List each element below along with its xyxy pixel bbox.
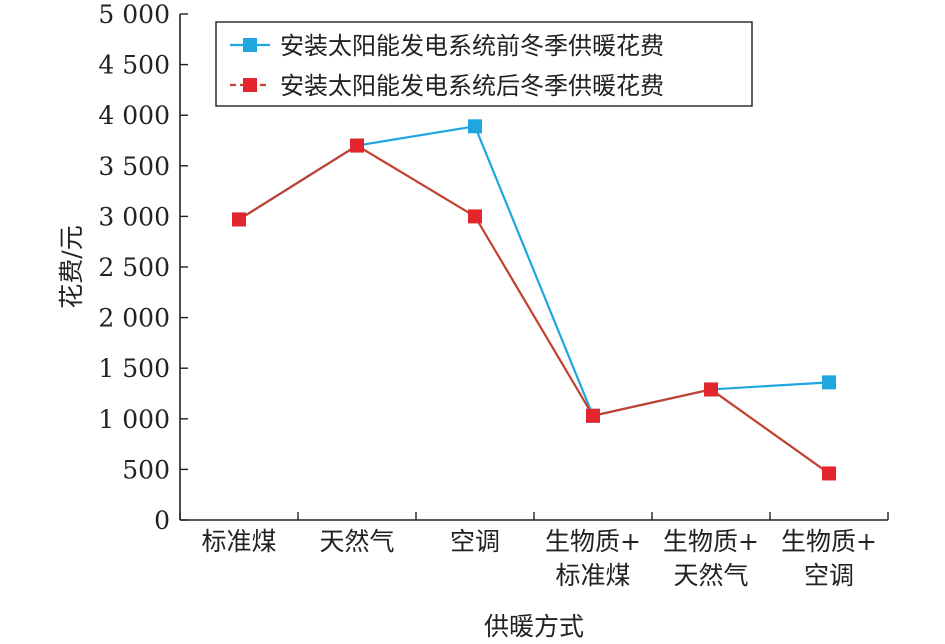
x-tick-label-line: 天然气	[319, 527, 394, 556]
series-2-point	[232, 212, 246, 227]
y-tick-label: 4 500	[98, 51, 170, 80]
legend-label-2: 安装太阳能发电系统后冬季供暖花费	[280, 72, 664, 100]
y-tick-label: 500	[122, 455, 170, 484]
series-layer	[232, 119, 836, 481]
y-tick-label: 0	[154, 506, 170, 535]
y-tick-label: 2 000	[98, 304, 170, 333]
x-axis-title: 供暖方式	[484, 612, 584, 641]
x-tick-label: 生物质+ 天然气	[663, 527, 759, 590]
x-tick-label: 生物质+ 空调	[781, 527, 877, 590]
y-tick-label: 1 000	[98, 405, 170, 434]
series-2-point	[586, 408, 600, 423]
series-2-point	[350, 138, 364, 153]
legend-marker-1	[243, 38, 257, 52]
x-tick-label-line: 空调	[804, 561, 854, 590]
legend-marker-2	[243, 78, 257, 92]
y-tick-label: 5 000	[98, 0, 170, 29]
x-tick-label-line: 生物质+	[781, 527, 877, 556]
legend-label-1: 安装太阳能发电系统前冬季供暖花费	[280, 32, 664, 60]
x-tick-label-line: 生物质+	[663, 527, 759, 556]
x-tick-label-line: 生物质+	[545, 527, 641, 556]
x-tick-label-line: 标准煤	[201, 527, 276, 556]
series-1-point	[822, 375, 836, 390]
x-tick-label-line: 天然气	[673, 561, 748, 590]
y-tick-label: 3 000	[98, 202, 170, 231]
series-line-2	[238, 144, 830, 475]
x-tick-label: 生物质+ 标准煤	[545, 527, 641, 590]
series-2-point	[704, 382, 718, 397]
x-tick-label: 空调	[450, 527, 500, 556]
legend-box	[215, 21, 753, 107]
y-tick-label: 3 500	[98, 152, 170, 181]
y-ticks: 0 500 1 000 1 500 2 000 2 500 3 000 3 500 4 000 4…	[98, 0, 188, 535]
y-axis-title: 花费/元	[57, 225, 86, 308]
series-2-point	[822, 466, 836, 481]
series-line-1	[238, 125, 830, 417]
x-tick-label: 天然气	[319, 527, 394, 556]
y-tick-label: 4 000	[98, 101, 170, 130]
x-tick-label-line: 空调	[450, 527, 500, 556]
series-1-point	[468, 119, 482, 134]
series-2-point	[468, 209, 482, 224]
y-tick-label: 2 500	[98, 253, 170, 282]
x-tick-label: 标准煤	[201, 527, 276, 556]
x-tick-label-line: 标准煤	[555, 561, 630, 590]
y-tick-label: 1 500	[98, 354, 170, 383]
